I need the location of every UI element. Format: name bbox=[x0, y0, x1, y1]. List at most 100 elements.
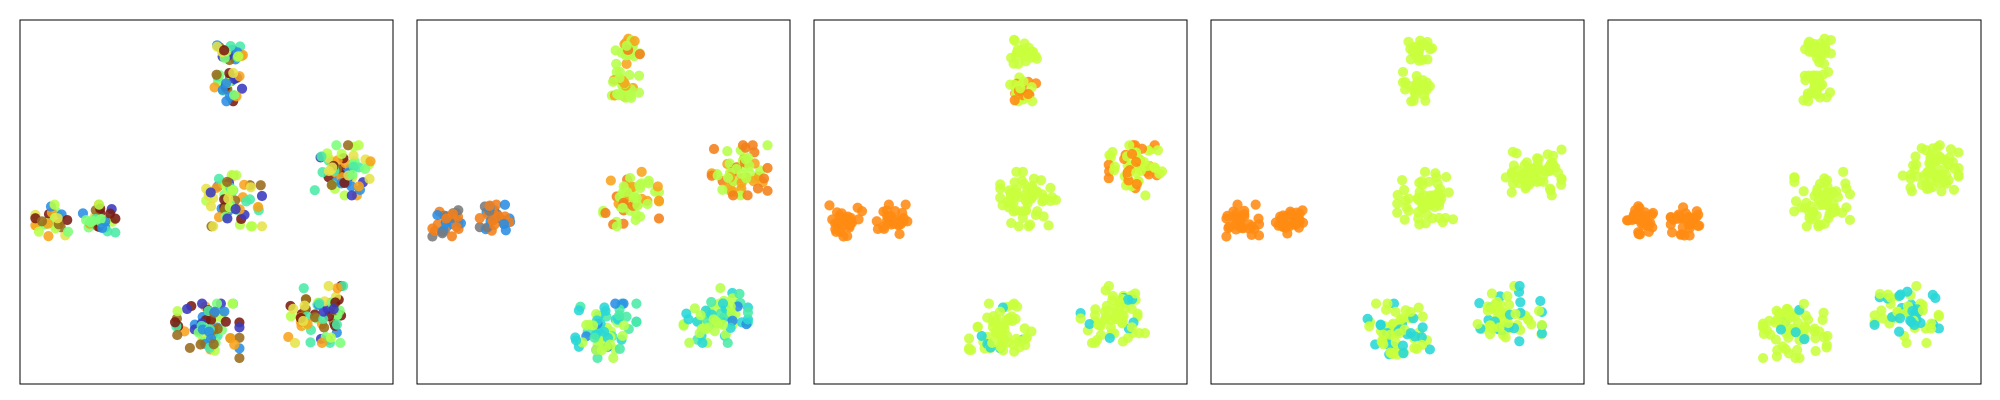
scatter-point bbox=[1117, 318, 1128, 329]
scatter-point bbox=[1290, 219, 1301, 231]
scatter-point bbox=[839, 212, 850, 223]
scatter-point bbox=[642, 198, 653, 210]
scatter-point bbox=[1140, 190, 1151, 201]
scatter-point bbox=[614, 72, 625, 84]
scatter-point bbox=[1533, 305, 1545, 317]
scatter-point bbox=[1038, 192, 1049, 204]
scatter-point bbox=[1497, 329, 1509, 340]
scatter-point bbox=[1897, 170, 1908, 181]
scatter-point bbox=[1785, 312, 1796, 323]
scatter-point bbox=[592, 352, 603, 364]
scatter-point bbox=[689, 303, 700, 314]
scatter-point bbox=[432, 209, 443, 221]
panel-4 bbox=[1210, 19, 1585, 385]
scatter-point bbox=[339, 177, 350, 188]
scatter-point bbox=[365, 156, 376, 167]
scatter-point bbox=[499, 211, 511, 222]
scatter-point bbox=[1370, 298, 1382, 309]
scatter-point bbox=[1905, 169, 1917, 180]
scatter-point bbox=[715, 282, 726, 294]
scatter-point bbox=[1824, 208, 1835, 220]
scatter-point bbox=[1043, 220, 1054, 231]
scatter-point bbox=[241, 196, 252, 207]
scatter-point bbox=[1556, 174, 1567, 185]
scatter-point bbox=[1548, 160, 1559, 171]
scatter-point bbox=[1007, 300, 1018, 311]
scatter-point bbox=[717, 184, 728, 195]
scatter-point bbox=[1398, 348, 1409, 359]
scatter-point bbox=[234, 352, 245, 364]
scatter-point bbox=[219, 45, 230, 56]
scatter-point bbox=[1253, 230, 1265, 241]
scatter-point bbox=[62, 214, 73, 226]
scatter-point bbox=[653, 213, 665, 224]
scatter-point bbox=[208, 339, 219, 350]
scatter-point bbox=[1474, 298, 1485, 309]
scatter-point bbox=[633, 87, 645, 98]
scatter-point bbox=[1093, 319, 1104, 331]
scatter-point bbox=[1107, 146, 1118, 158]
scatter-point bbox=[1392, 207, 1403, 218]
scatter-point bbox=[625, 172, 636, 184]
scatter-point bbox=[1925, 323, 1937, 334]
scatter-point bbox=[331, 319, 343, 330]
scatter-point bbox=[614, 343, 625, 354]
scatter-point bbox=[1639, 207, 1650, 218]
scatter-point bbox=[339, 190, 350, 201]
scatter-point bbox=[222, 176, 233, 187]
scatter-point bbox=[1536, 319, 1548, 331]
scatter-point bbox=[1378, 339, 1389, 350]
scatter-point bbox=[1222, 210, 1233, 221]
scatter-point bbox=[1789, 172, 1800, 183]
scatter-point bbox=[211, 298, 223, 309]
scatter-point bbox=[1001, 314, 1012, 325]
scatter-point bbox=[1827, 187, 1838, 198]
scatter-point bbox=[1799, 70, 1810, 81]
scatter-point bbox=[633, 70, 645, 81]
scatter-point bbox=[1504, 299, 1515, 310]
scatter-point bbox=[1131, 167, 1142, 178]
scatter-point bbox=[1634, 229, 1646, 240]
scatter-point bbox=[1810, 45, 1821, 56]
scatter-point bbox=[618, 181, 629, 192]
scatter-point bbox=[1028, 173, 1040, 184]
scatter-point bbox=[309, 185, 320, 196]
scatter-point bbox=[1103, 305, 1114, 316]
scatter-point bbox=[62, 226, 74, 237]
scatter-point bbox=[1138, 156, 1149, 167]
scatter-point bbox=[348, 150, 359, 161]
scatter-point bbox=[234, 322, 245, 333]
scatter-point bbox=[181, 303, 193, 315]
scatter-point bbox=[1472, 318, 1483, 330]
scatter-point bbox=[489, 219, 500, 231]
scatter-point bbox=[1404, 80, 1415, 91]
scatter-point bbox=[1109, 161, 1120, 172]
scatter-point bbox=[897, 207, 908, 219]
scatter-point bbox=[1771, 351, 1782, 362]
scatter-point bbox=[347, 169, 358, 180]
scatter-point bbox=[684, 337, 695, 348]
scatter-point bbox=[1413, 55, 1425, 66]
scatter-point bbox=[611, 58, 622, 69]
scatter-point bbox=[1511, 148, 1522, 159]
scatter-point bbox=[1447, 214, 1459, 225]
scatter-point bbox=[600, 207, 611, 219]
scatter-point bbox=[1418, 196, 1429, 207]
scatter-point bbox=[1901, 337, 1912, 349]
scatter-point bbox=[1010, 50, 1022, 61]
scatter-point bbox=[983, 298, 995, 309]
scatter-point bbox=[963, 333, 975, 344]
scatter-point bbox=[722, 146, 733, 157]
scatter-point bbox=[1953, 147, 1964, 158]
scatter-point bbox=[1409, 331, 1420, 342]
scatter-point bbox=[1114, 297, 1125, 308]
scatter-point bbox=[1809, 80, 1820, 91]
scatter-point bbox=[1381, 304, 1392, 315]
scatter-point bbox=[1011, 205, 1022, 216]
scatter-point bbox=[697, 337, 708, 349]
scatter-point bbox=[437, 228, 448, 239]
scatter-point bbox=[1812, 183, 1823, 194]
scatter-point bbox=[1399, 214, 1410, 225]
scatter-point bbox=[736, 168, 747, 180]
scatter-point bbox=[1424, 344, 1435, 355]
